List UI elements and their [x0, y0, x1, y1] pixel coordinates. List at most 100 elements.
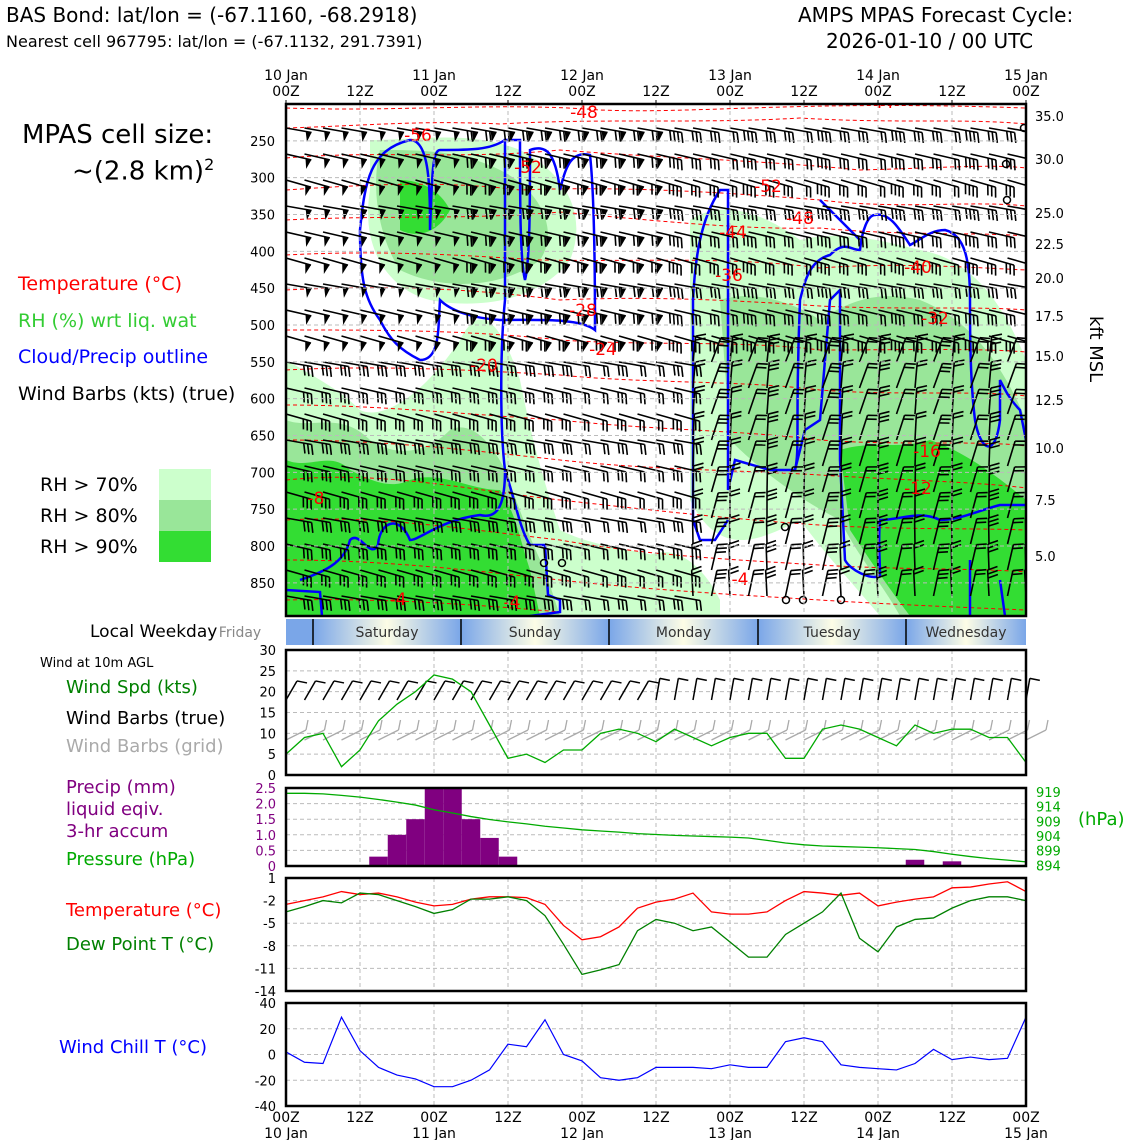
grid-wind-barb-feather: [786, 719, 790, 731]
wind-barb-staff: [507, 387, 534, 395]
wind-barb-feather: [458, 393, 461, 405]
wind-barb: [988, 257, 1015, 276]
grid-wind-barb-staff: [674, 729, 695, 741]
wind-barb-feather: [477, 444, 481, 455]
wind-barb-feather: [366, 600, 370, 611]
wind-barb-feather: [524, 443, 528, 454]
wind-barb-staff: [396, 309, 423, 317]
wind-barb-staff: [637, 257, 663, 266]
wind-barb-feather: [617, 547, 620, 559]
wind-barb-feather: [680, 237, 683, 249]
wind-barb-flag: [323, 314, 330, 325]
wind-barb-feather: [625, 522, 629, 533]
wind-barb-feather: [828, 288, 832, 299]
wind-barb-feather: [713, 314, 716, 326]
wind-barb-feather: [413, 391, 417, 403]
wind-barb-staff: [341, 257, 367, 266]
wind-barb-feather: [879, 384, 891, 389]
wind-barb-staff: [489, 335, 515, 344]
wind-barb-staff: [711, 205, 738, 212]
wind-barb: [895, 388, 916, 415]
wind-barb-staff: [304, 543, 331, 551]
wind-barb-feather: [662, 600, 666, 611]
wind-barb: [840, 462, 852, 493]
wind-barb: [691, 539, 703, 571]
pressure-tick-label: 500: [250, 319, 275, 334]
wind-barb: [433, 127, 460, 142]
wind-barb: [988, 359, 1002, 389]
wind-barb-feather: [767, 414, 779, 419]
wind-barb-feather: [532, 471, 535, 483]
grid-wind-barb-staff: [1025, 729, 1047, 741]
wind-barb: [563, 439, 592, 455]
wind-barb-feather: [343, 392, 346, 404]
wind-barb-staff: [618, 361, 645, 368]
wind-barb-staff: [286, 595, 312, 602]
wind-barb-flag: [305, 236, 312, 247]
wind-barb-feather: [606, 549, 609, 561]
dewpoint-line: [285, 891, 1027, 976]
wind-barb-staff: [747, 518, 756, 545]
wind-barb-staff: [507, 257, 534, 266]
wind-barb-feather: [584, 443, 588, 455]
wind-barb: [895, 491, 914, 519]
wind-barb-staff: [452, 205, 479, 212]
wind-barb-staff: [341, 309, 368, 317]
wind-barb-staff: [600, 491, 626, 500]
wind-barb-feather: [532, 600, 536, 611]
wind-barb-feather: [715, 550, 727, 554]
wind-barb: [341, 413, 368, 432]
wind-barb: [932, 568, 950, 597]
wind-barb-staff: [895, 570, 903, 597]
wind-barb-staff: [766, 336, 771, 363]
wind-barb-staff: [951, 257, 978, 266]
wind-barb-feather: [551, 471, 554, 483]
wind-barb-feather: [321, 391, 324, 403]
wind-barb-feather: [618, 131, 622, 142]
wind-barb-feather: [730, 436, 742, 441]
wind-barb-feather: [968, 209, 972, 220]
wind-barb-staff: [396, 153, 423, 161]
true-wind-barb: [562, 680, 585, 701]
grid-wind-barb-staff: [452, 729, 473, 741]
wind-barb-feather: [879, 367, 890, 371]
wind-barb-feather: [413, 521, 417, 532]
wind-barb-staff: [914, 309, 941, 317]
wind-barb: [378, 491, 405, 510]
wind-barb-feather: [1012, 572, 1023, 576]
wind-barb: [452, 127, 479, 142]
wind-barb-feather: [754, 237, 757, 249]
wind-barb-feather: [325, 470, 328, 482]
wind-barb-feather: [454, 443, 458, 455]
wind-barb: [637, 517, 666, 533]
wind-barb-feather: [699, 210, 703, 221]
wind-barb-feather: [1044, 131, 1045, 141]
wind-barb-staff: [304, 465, 331, 473]
wind-barb: [1006, 440, 1026, 467]
wind-barb-feather: [843, 287, 847, 299]
wind-barb-feather: [1048, 288, 1049, 298]
weekday-cell: [461, 619, 609, 645]
wind-barb-flag: [564, 185, 570, 196]
wind-barb-feather: [742, 208, 746, 219]
wind-barb-feather: [964, 313, 968, 324]
wind-barb-staff: [896, 153, 923, 161]
wind-barb-staff: [452, 127, 479, 134]
wind-barb-feather: [366, 444, 370, 455]
wind-barb-feather: [469, 599, 473, 610]
wind-barb-flag: [582, 314, 589, 325]
wind-barb-feather: [736, 210, 740, 221]
wind-barb-feather: [975, 547, 986, 550]
wind-barb-feather: [769, 158, 772, 170]
wind-barb-feather: [595, 235, 599, 246]
wind-barb-feather: [732, 359, 743, 363]
wind-barb: [912, 565, 924, 597]
wind-barb-feather: [450, 443, 454, 454]
wind-barb-feather: [810, 159, 813, 171]
wind-barb-feather: [805, 363, 817, 367]
panel-tick-label: 1.0: [255, 829, 276, 844]
wind-barb-staff: [822, 309, 849, 317]
wind-barb-feather: [938, 547, 949, 550]
wind-barb-feather: [436, 470, 439, 482]
wind-barb-feather: [469, 391, 472, 403]
